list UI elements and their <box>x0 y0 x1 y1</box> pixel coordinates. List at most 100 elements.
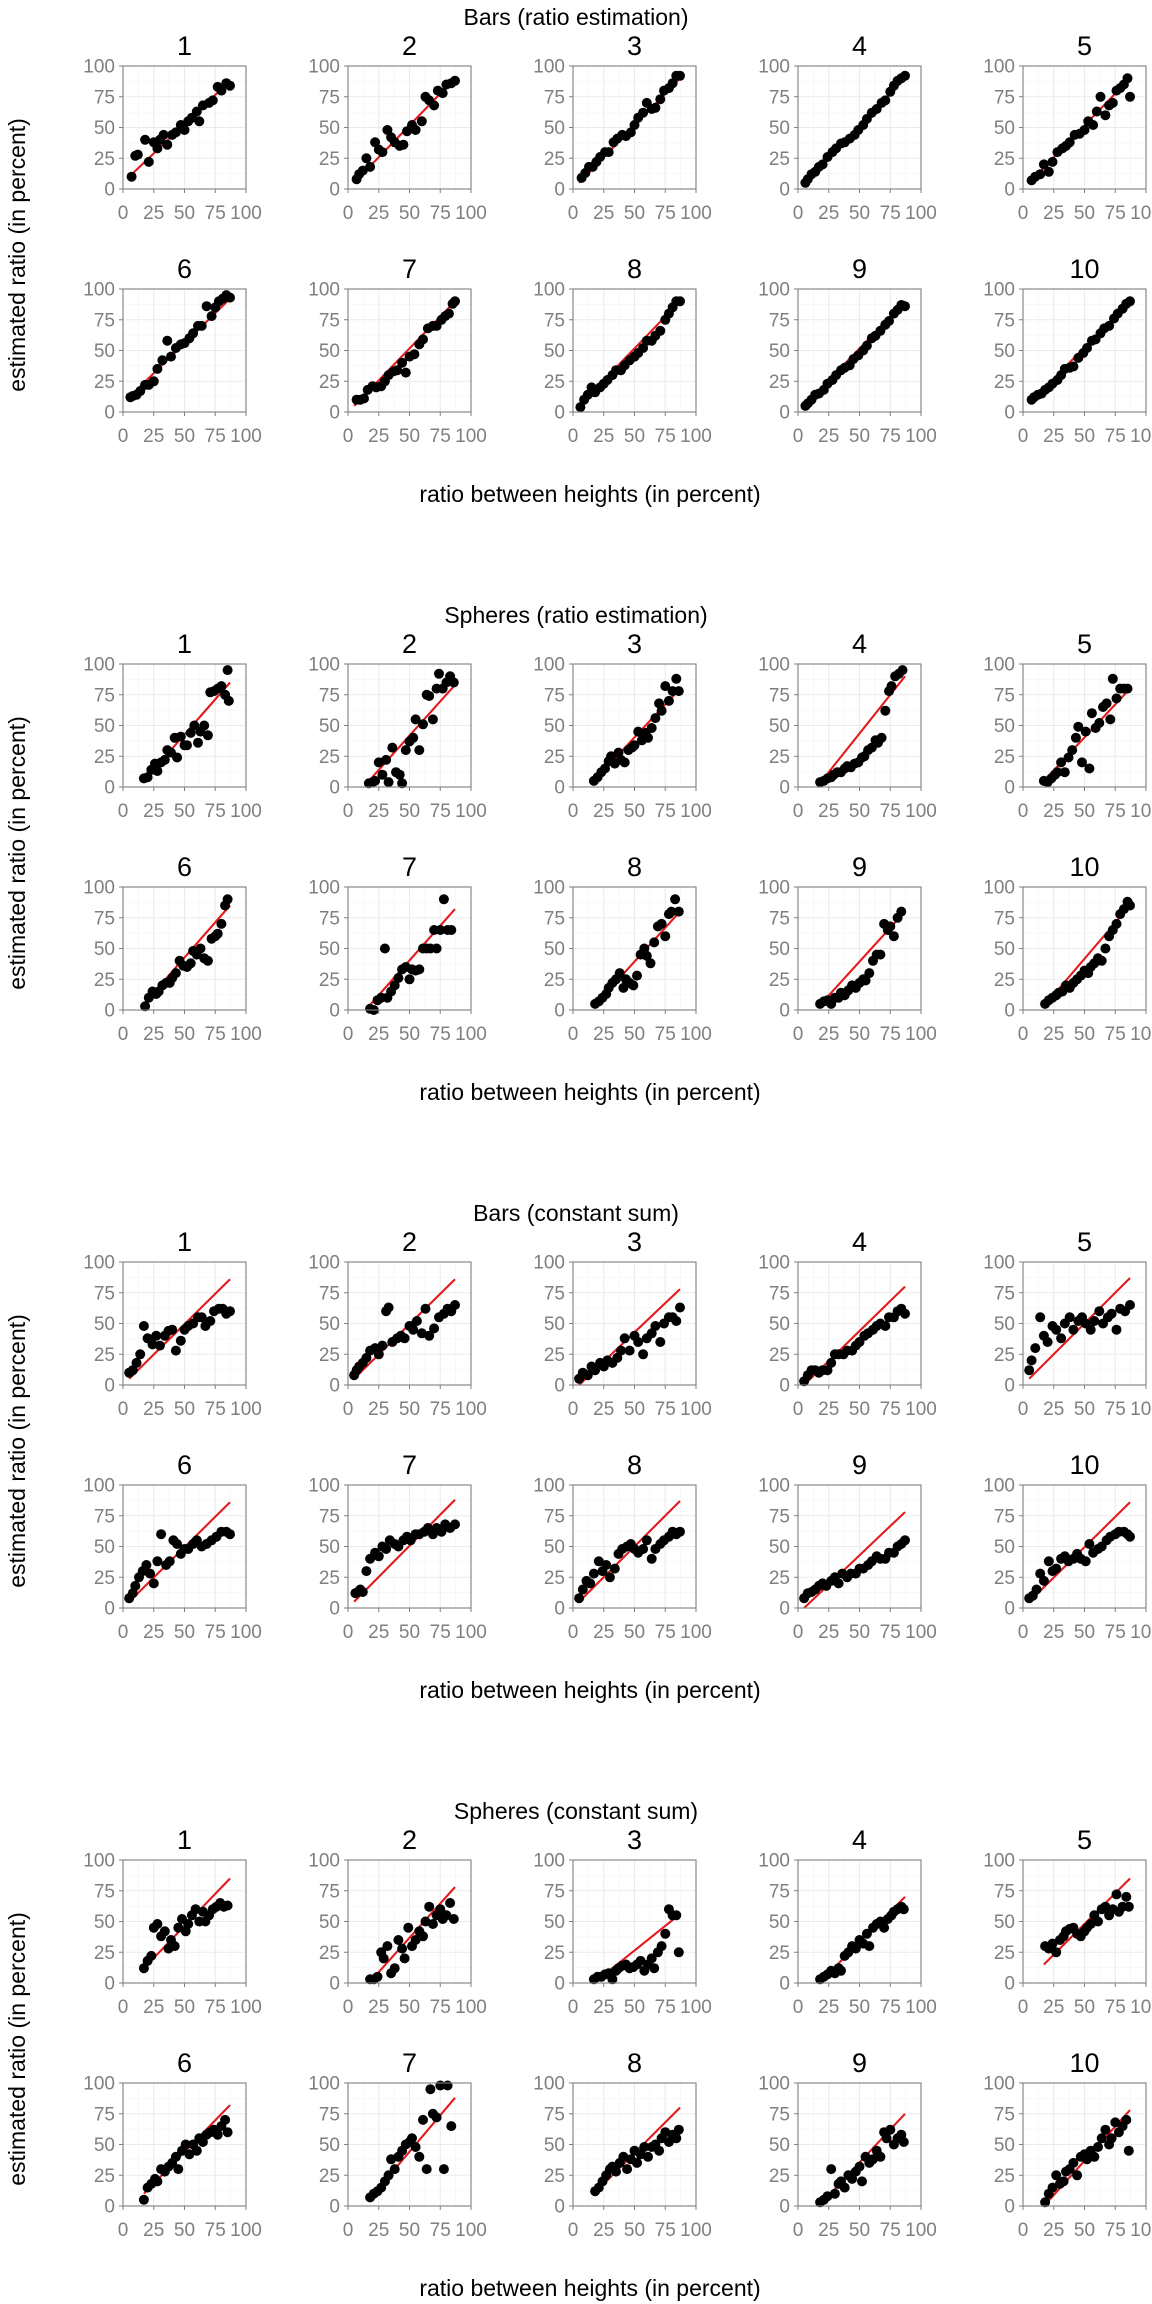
y-tick-label: 0 <box>779 1599 790 1620</box>
y-tick-label: 50 <box>319 1912 340 1933</box>
y-tick-label: 0 <box>554 1001 565 1022</box>
data-point <box>383 1302 394 1313</box>
data-point <box>377 147 388 158</box>
y-tick-label: 0 <box>1004 778 1015 799</box>
data-point <box>175 1335 186 1346</box>
data-point <box>833 1578 844 1589</box>
data-point <box>1068 361 1079 372</box>
data-point <box>646 723 657 733</box>
y-tick-label: 50 <box>994 1537 1015 1558</box>
x-tick-label: 25 <box>1043 1997 1064 2018</box>
x-tick-label: 25 <box>593 1622 614 1643</box>
y-tick-label: 50 <box>319 2135 340 2156</box>
data-point <box>850 1943 861 1954</box>
y-tick-label: 50 <box>319 118 340 139</box>
data-point <box>183 1919 194 1929</box>
data-point <box>166 351 176 362</box>
facet-label: 3 <box>627 31 642 61</box>
data-point <box>1091 106 1102 117</box>
data-point <box>1125 91 1135 102</box>
data-point <box>886 681 897 692</box>
data-point <box>418 2114 428 2125</box>
y-tick-label: 75 <box>994 1881 1015 1902</box>
data-point <box>1047 1938 1058 1949</box>
data-point <box>399 1333 410 1344</box>
data-point <box>656 1941 667 1952</box>
data-point <box>650 713 661 724</box>
data-point <box>182 740 192 751</box>
data-point <box>159 754 170 765</box>
x-tick-label: 50 <box>174 203 195 224</box>
data-point <box>1058 2176 1069 2187</box>
data-point <box>392 365 403 376</box>
y-tick-label: 50 <box>94 118 115 139</box>
data-point <box>414 745 425 756</box>
data-point <box>393 973 404 983</box>
y-tick-label: 75 <box>319 1506 340 1527</box>
x-tick-label: 0 <box>1018 2220 1029 2241</box>
data-point <box>1107 97 1118 108</box>
x-tick-label: 100 <box>455 1024 487 1045</box>
data-point <box>169 1941 180 1952</box>
data-point <box>377 769 388 780</box>
data-point <box>184 2149 195 2160</box>
data-point <box>446 2121 457 2132</box>
data-point <box>1080 726 1091 737</box>
x-tick-label: 75 <box>1105 1997 1126 2018</box>
y-tick-label: 25 <box>769 2166 790 2187</box>
data-point <box>450 75 460 86</box>
data-point <box>1051 1324 1062 1335</box>
x-tick-label: 0 <box>343 1622 354 1643</box>
y-tick-label: 75 <box>319 908 340 929</box>
y-axis-title: estimated ratio (in percent) <box>4 1912 30 2186</box>
x-tick-label: 50 <box>174 1399 195 1420</box>
x-tick-label: 0 <box>118 203 129 224</box>
data-point <box>410 1935 421 1945</box>
chart-title: Bars (constant sum) <box>473 1200 679 1226</box>
y-tick-label: 0 <box>104 1376 115 1397</box>
y-tick-label: 0 <box>329 1376 340 1397</box>
x-tick-label: 50 <box>849 1399 870 1420</box>
y-tick-label: 50 <box>319 939 340 960</box>
x-tick-label: 25 <box>143 203 164 224</box>
data-point <box>425 2084 436 2095</box>
data-point <box>173 1922 184 1933</box>
y-tick-label: 50 <box>544 1537 565 1558</box>
data-point <box>1125 900 1135 911</box>
data-point <box>900 301 910 312</box>
data-point <box>222 894 233 905</box>
data-point <box>143 156 154 167</box>
data-point <box>442 2080 453 2091</box>
data-point <box>450 1519 460 1530</box>
data-point <box>876 732 887 743</box>
y-tick-label: 25 <box>319 2166 340 2187</box>
x-tick-label: 75 <box>430 426 451 447</box>
x-tick-label: 75 <box>1105 426 1126 447</box>
x-tick-label: 100 <box>455 1997 487 2018</box>
x-tick-label: 100 <box>905 426 937 447</box>
data-point <box>216 918 227 929</box>
y-tick-label: 25 <box>544 1345 565 1366</box>
x-tick-label: 100 <box>680 801 712 822</box>
y-tick-label: 100 <box>533 1476 565 1497</box>
x-tick-label: 100 <box>905 801 937 822</box>
data-point <box>399 1953 410 1964</box>
y-tick-label: 50 <box>544 1314 565 1335</box>
data-point <box>1040 2197 1051 2208</box>
x-tick-label: 50 <box>624 1399 645 1420</box>
x-tick-label: 25 <box>818 1622 839 1643</box>
facet-label: 7 <box>402 2048 417 2078</box>
y-tick-label: 25 <box>544 149 565 170</box>
data-point <box>1070 732 1081 743</box>
data-point <box>660 931 671 942</box>
x-tick-label: 75 <box>430 1622 451 1643</box>
data-point <box>225 1306 235 1317</box>
data-point <box>663 695 674 706</box>
x-tick-label: 0 <box>1018 426 1029 447</box>
y-tick-label: 100 <box>758 57 790 78</box>
